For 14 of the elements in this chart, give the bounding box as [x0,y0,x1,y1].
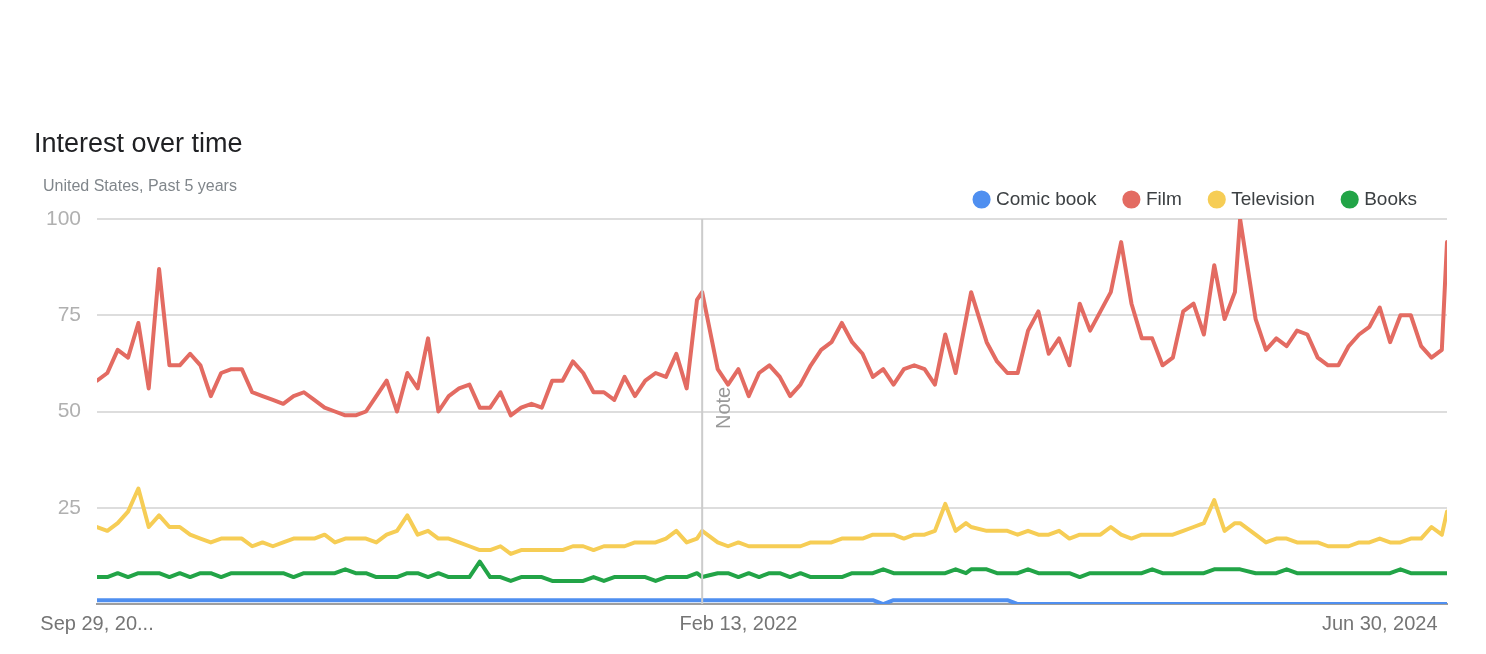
legend-label: Books [1364,187,1418,209]
y-tick-label: 50 [57,398,81,422]
chart-title: Interest over time [34,128,243,159]
y-tick-label: 100 [45,205,81,229]
x-tick-label: Feb 13, 2022 [679,611,798,634]
ref-line-label: Note [711,386,734,429]
x-tick-label: Sep 29, 20... [40,611,154,634]
y-tick-label: 25 [57,494,81,518]
y-tick-label: 75 [57,302,81,326]
chart-subtitle: United States, Past 5 years [43,177,237,195]
legend-label: Television [1231,187,1315,209]
legend-label: Film [1145,187,1182,209]
legend-label: Comic book [996,187,1097,209]
x-tick-label: Jun 30, 2024 [1321,611,1438,634]
